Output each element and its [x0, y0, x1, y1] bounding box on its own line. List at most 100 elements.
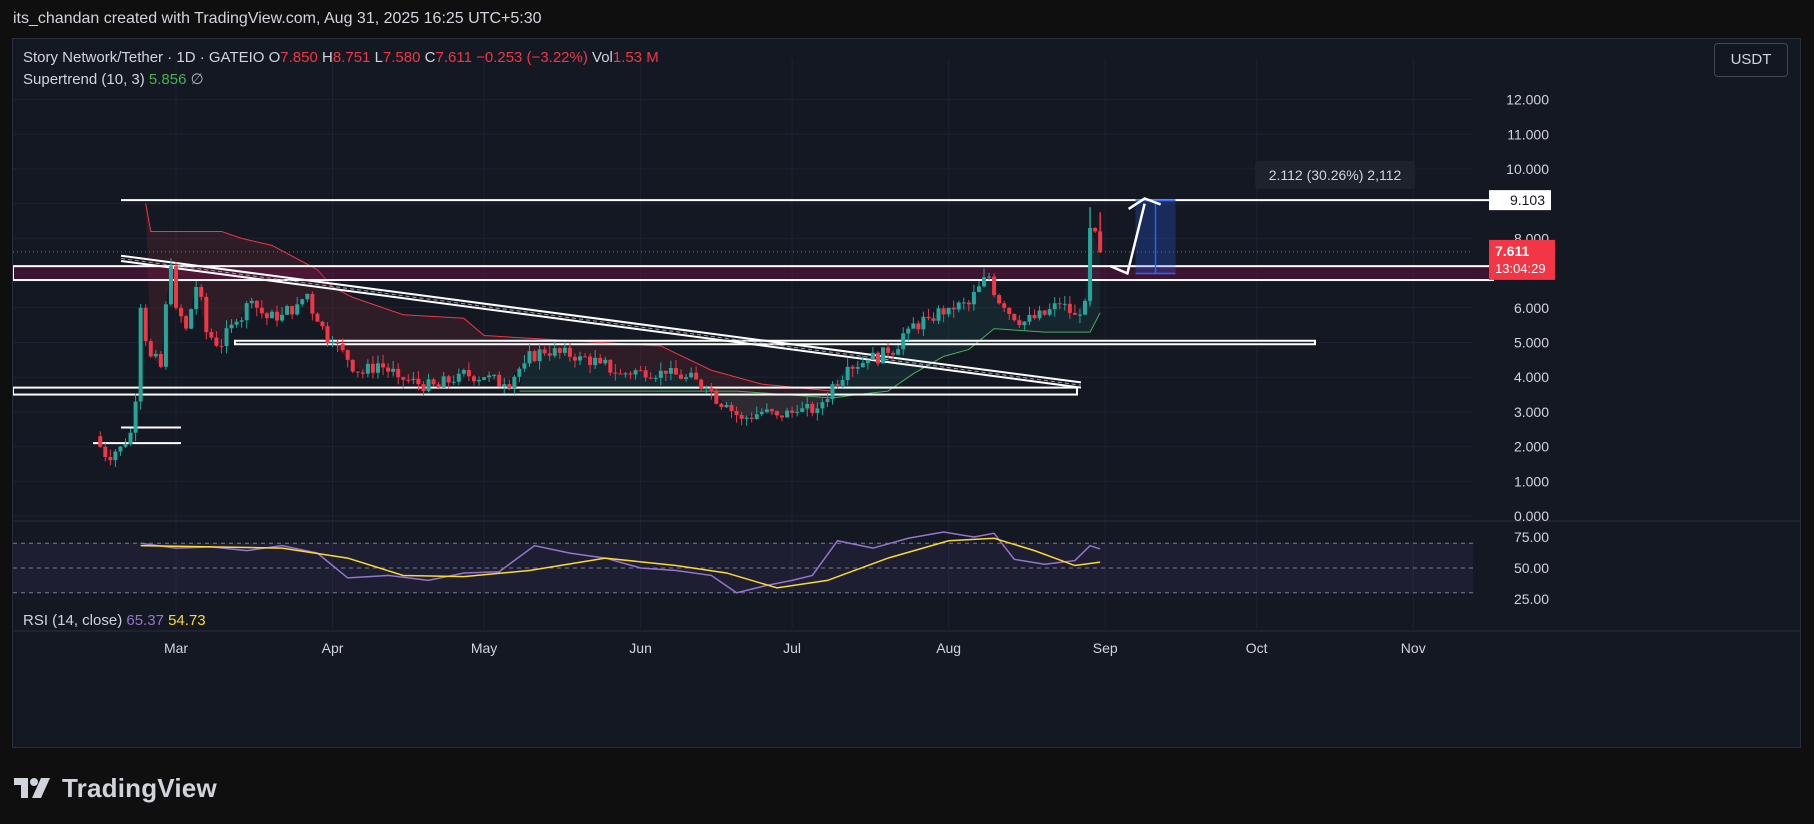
symbol-row: Story Network/Tether · 1D · GATEIO O7.85… [23, 47, 659, 69]
rsi-tick-0: 75.00 [1514, 529, 1549, 545]
candle-body [1032, 314, 1037, 319]
candle-body [471, 376, 476, 382]
rsi-ma-value: 54.73 [168, 612, 206, 629]
candle-body [396, 368, 401, 378]
candle-body [497, 374, 502, 387]
candle-body [825, 399, 830, 403]
candle-body [643, 370, 648, 378]
high-value: 8.751 [332, 49, 371, 66]
candle-body [583, 356, 588, 358]
candle-body [411, 378, 416, 380]
candle-body [1067, 303, 1072, 313]
candle-body [456, 373, 461, 382]
candle-body [547, 353, 552, 356]
candle-body [971, 291, 976, 305]
symbol-legend: Story Network/Tether · 1D · GATEIO O7.85… [23, 47, 659, 91]
rsi-tick-2: 25.00 [1514, 591, 1549, 607]
candle-body [507, 384, 512, 389]
candle-body [1017, 320, 1022, 326]
price-tick-9: 1.000 [1514, 473, 1549, 489]
chart-caption: its_chandan created with TradingView.com… [0, 0, 1814, 38]
rsi-legend: RSI (14, close) 65.37 54.73 [23, 612, 206, 629]
candle-body [532, 351, 537, 362]
candle-body [194, 286, 199, 310]
time-label-6: Sep [1093, 640, 1118, 656]
time-label-2: May [471, 640, 497, 656]
candle-body [901, 333, 906, 350]
candle-body [189, 309, 194, 329]
candle-body [714, 391, 719, 404]
candle-body [709, 387, 714, 392]
candle-body [133, 401, 138, 433]
price-tick-6: 4.000 [1514, 369, 1549, 385]
candle-body [204, 296, 209, 333]
symbol-title[interactable]: Story Network/Tether · 1D · GATEIO [23, 49, 265, 66]
candle-body [98, 436, 103, 447]
rsi-ma-line [140, 537, 1101, 589]
candle-body [487, 375, 492, 378]
candle-body [976, 286, 981, 292]
price-tick-4: 6.000 [1514, 300, 1549, 316]
candle-body [729, 404, 734, 412]
candle-body [997, 295, 1002, 304]
candle-body [1002, 303, 1007, 308]
candle-body [987, 276, 992, 278]
trendline-mid [120, 258, 1082, 386]
open-label: O [268, 49, 281, 66]
indicator-name[interactable]: Supertrend (10, 3) [23, 71, 145, 88]
candle-body [593, 357, 598, 366]
candle-body [310, 293, 315, 314]
candle-body [951, 307, 956, 310]
candle-body [774, 411, 779, 416]
candle-body [492, 374, 497, 376]
candle-body [956, 302, 961, 310]
candle-body [517, 368, 522, 377]
price-tick-5: 5.000 [1514, 335, 1549, 351]
candle-body [163, 304, 168, 367]
candle-body [340, 343, 345, 351]
high-label: H [322, 49, 333, 66]
candle-body [254, 300, 259, 308]
projection-arrow-head [1127, 197, 1162, 210]
rsi-name[interactable]: RSI (14, close) [23, 612, 123, 629]
candle-body [431, 379, 436, 385]
candle-body [153, 353, 158, 357]
candle-body [805, 403, 810, 409]
candle-body [679, 374, 683, 379]
candle-body [744, 417, 749, 419]
candle-body [881, 347, 885, 364]
footer-brand: TradingView [14, 768, 217, 808]
candle-body [966, 302, 971, 305]
candle-body [830, 384, 835, 400]
candle-body [820, 402, 825, 409]
candle-body [1077, 314, 1082, 316]
candle-body [118, 446, 123, 452]
candle-body [860, 363, 865, 368]
level-label-bg [1489, 190, 1551, 211]
chart-frame[interactable]: 2.112 (30.26%) 2,112 12.000 11.000 10.000 8.… [12, 38, 1801, 748]
candle-body [663, 370, 668, 374]
candle-body [158, 353, 163, 367]
candle-body [638, 370, 643, 372]
rsi-tick-1: 50.00 [1514, 560, 1549, 576]
candle-body [406, 379, 411, 381]
candle-body [946, 307, 951, 315]
candle-body [598, 357, 603, 364]
candle-body [527, 351, 532, 364]
candle-body [179, 307, 184, 317]
candle-body [376, 363, 380, 373]
currency-button[interactable]: USDT [1714, 43, 1788, 77]
candle-body [916, 323, 921, 330]
candle-body [355, 371, 360, 373]
candle-body [552, 348, 557, 356]
caption-text: its_chandan created with TradingView.com… [13, 10, 542, 27]
candle-body [608, 359, 613, 373]
trendline-lower [120, 259, 1082, 389]
candle-body [1037, 310, 1042, 319]
candle-body [1012, 313, 1017, 321]
candle-body [259, 307, 264, 314]
candle-body [1083, 300, 1087, 315]
price-chart[interactable]: 2.112 (30.26%) 2,112 12.000 11.000 10.000 8.… [13, 39, 1801, 748]
candle-body [699, 379, 704, 390]
candle-body [764, 409, 769, 412]
